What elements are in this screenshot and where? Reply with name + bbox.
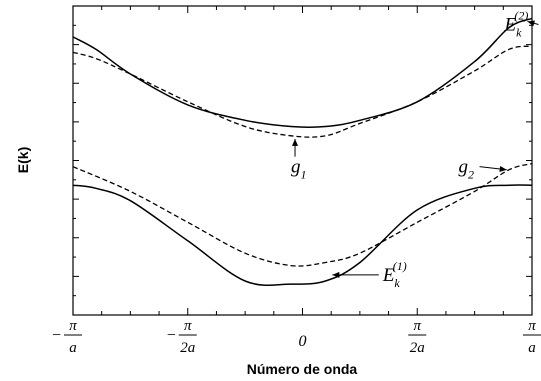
x-tick-label: π 2a xyxy=(408,318,427,356)
annotations: Ek(2) g1 g2 Ek(1) xyxy=(291,9,539,290)
annotation-arrowhead xyxy=(499,165,507,172)
x-tick-label: π 2a− xyxy=(167,318,197,356)
annotation-label: g1 xyxy=(291,157,307,182)
x-tick-text: 0 xyxy=(299,333,307,350)
series-line-3-solid xyxy=(72,17,533,128)
x-tick-label: πa− xyxy=(52,318,82,356)
annotation-arrowhead xyxy=(332,271,340,278)
series-lines xyxy=(72,17,533,286)
x-tick-denominator: 2a xyxy=(180,340,195,356)
x-tick-denominator: a xyxy=(528,340,536,356)
series-line-4-dashed xyxy=(72,45,533,138)
x-tick-numerator: π xyxy=(413,318,421,334)
x-tick-denominator: 2a xyxy=(410,340,425,356)
x-tick-denominator: a xyxy=(69,340,77,356)
x-tick-sign: − xyxy=(167,327,176,344)
annotation-label: Ek(1) xyxy=(382,259,407,290)
x-tick-sign: − xyxy=(52,327,61,344)
x-tick-label: 0 xyxy=(299,333,307,350)
annotation-arrowhead xyxy=(292,138,299,146)
axis-ticks xyxy=(72,5,533,316)
series-line-2-dashed xyxy=(72,162,533,267)
y-axis-title: E(k) xyxy=(15,147,31,173)
x-tick-numerator: π xyxy=(528,318,536,334)
x-tick-label: πa xyxy=(523,318,541,356)
x-tick-numerator: π xyxy=(184,318,192,334)
annotation-arrowhead xyxy=(527,20,535,27)
x-tick-numerator: π xyxy=(69,318,77,334)
annotation-label: g2 xyxy=(459,157,475,182)
x-axis-title: Número de onda xyxy=(247,361,358,377)
series-line-1-solid xyxy=(72,184,533,286)
annotation-label: Ek(2) xyxy=(503,9,528,40)
